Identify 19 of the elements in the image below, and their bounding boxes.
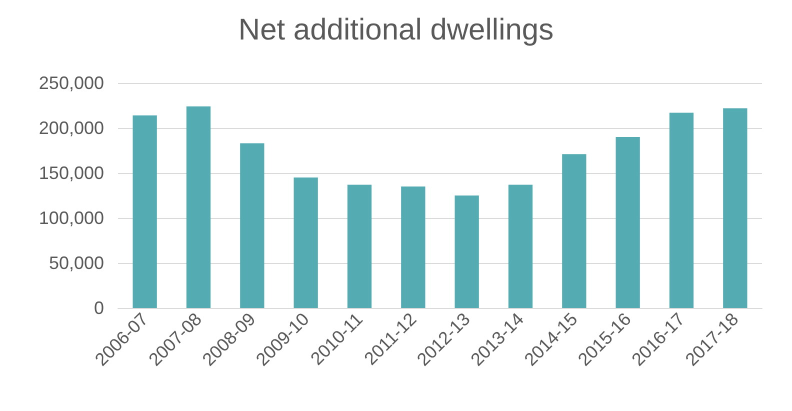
bar <box>669 112 694 308</box>
bar <box>294 178 318 308</box>
y-tick-label: 100,000 <box>38 208 104 228</box>
bar <box>562 154 586 308</box>
bar <box>132 115 157 308</box>
y-tick-label: 200,000 <box>38 118 104 138</box>
bar <box>401 186 426 308</box>
y-tick-label: 250,000 <box>38 73 104 93</box>
bar <box>454 196 479 308</box>
chart-title: Net additional dwellings <box>238 14 554 46</box>
bar <box>723 108 748 308</box>
bar <box>508 184 533 308</box>
y-tick-label: 0 <box>94 298 104 318</box>
bar <box>186 106 211 308</box>
bar <box>347 184 372 308</box>
bar <box>616 137 640 308</box>
bar <box>240 143 264 308</box>
y-tick-label: 150,000 <box>38 163 104 183</box>
y-tick-label: 50,000 <box>48 253 104 273</box>
